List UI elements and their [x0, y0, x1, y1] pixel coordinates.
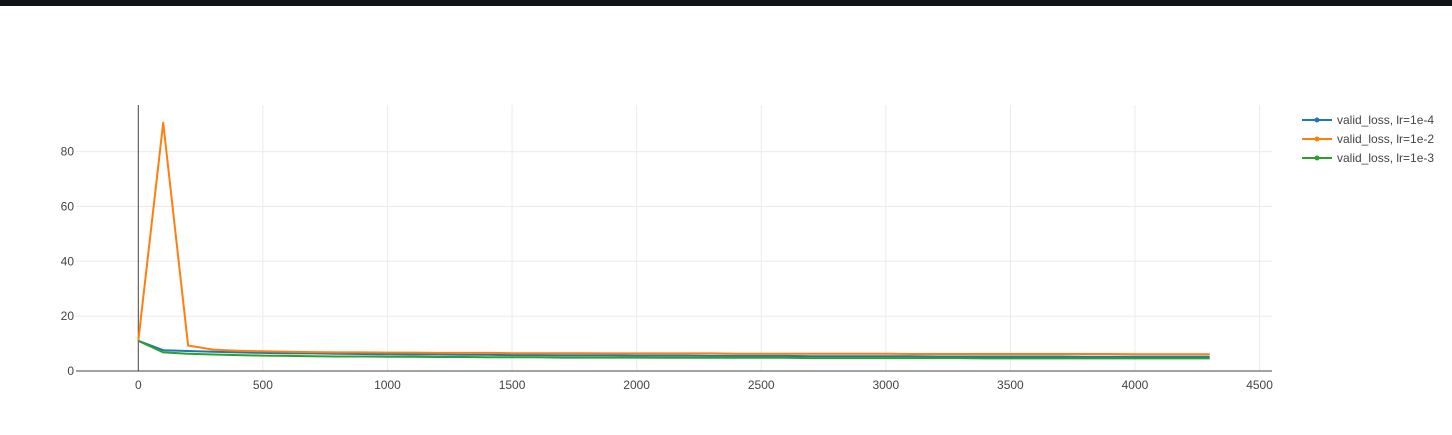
- x-tick-label: 2000: [623, 378, 650, 392]
- x-tick-label: 4500: [1246, 378, 1273, 392]
- axes: [76, 105, 1272, 372]
- y-tick-label: 40: [61, 254, 75, 268]
- legend-item[interactable]: valid_loss, lr=1e-2: [1302, 132, 1434, 146]
- y-tick-label: 0: [67, 364, 74, 378]
- x-tick-label: 3000: [872, 378, 899, 392]
- x-tick-label: 500: [253, 378, 273, 392]
- y-tick-label: 80: [61, 145, 75, 159]
- legend-swatch-marker: [1314, 117, 1320, 123]
- series-lines: [137, 121, 1210, 360]
- x-tick-label: 3500: [997, 378, 1024, 392]
- series-line-2[interactable]: [137, 339, 1210, 360]
- legend-item[interactable]: valid_loss, lr=1e-3: [1302, 151, 1434, 165]
- tick-labels: 0 500 1000 1500 2000 2500 3000 3500 4000 4500 0 20 4…: [61, 145, 1274, 392]
- x-tick-label: 4000: [1122, 378, 1149, 392]
- legend-label: valid_loss, lr=1e-2: [1337, 132, 1434, 146]
- legend-swatch-marker: [1314, 136, 1320, 142]
- legend-label: valid_loss, lr=1e-4: [1337, 113, 1434, 127]
- grid-lines: [76, 105, 1272, 371]
- top-bar: [0, 0, 1452, 6]
- series-line-0[interactable]: [137, 339, 1210, 358]
- y-tick-label: 20: [61, 309, 75, 323]
- legend-item[interactable]: valid_loss, lr=1e-4: [1302, 113, 1434, 127]
- legend-swatch-marker: [1314, 155, 1320, 161]
- x-tick-label: 1000: [374, 378, 401, 392]
- y-tick-label: 60: [61, 199, 75, 213]
- series-line-1[interactable]: [137, 121, 1210, 356]
- x-tick-label: 1500: [499, 378, 526, 392]
- legend[interactable]: valid_loss, lr=1e-4 valid_loss, lr=1e-2 va…: [1302, 113, 1434, 165]
- x-tick-label: 0: [135, 378, 142, 392]
- legend-label: valid_loss, lr=1e-3: [1337, 151, 1434, 165]
- x-tick-label: 2500: [748, 378, 775, 392]
